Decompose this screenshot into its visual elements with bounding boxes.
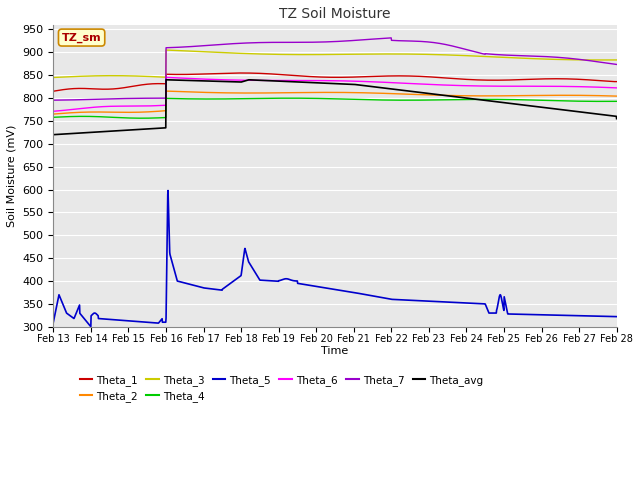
Theta_1 [612, 79, 620, 84]
Theta_1 [237, 70, 245, 76]
Theta_2 [324, 90, 332, 96]
Theta_2 [162, 88, 170, 94]
Theta_5 [324, 286, 332, 291]
X-axis label: Time: Time [321, 346, 349, 356]
Theta_3 [596, 57, 604, 63]
Theta_6 [49, 108, 57, 114]
Theta_avg [596, 111, 604, 117]
Theta_2 [596, 93, 604, 98]
Line: Theta_7: Theta_7 [53, 38, 616, 100]
Theta_1 [308, 74, 316, 80]
Theta_3 [493, 54, 501, 60]
Theta_1 [78, 85, 86, 91]
Theta_4 [138, 115, 146, 121]
Line: Theta_4: Theta_4 [53, 98, 616, 118]
Theta_1 [596, 78, 604, 84]
Theta_avg [49, 132, 57, 138]
Theta_1 [324, 74, 332, 80]
Theta_5 [597, 313, 605, 319]
Theta_avg [244, 77, 252, 83]
Theta_7 [387, 35, 395, 41]
Theta_avg [612, 116, 620, 121]
Theta_avg [308, 80, 316, 85]
Theta_avg [324, 80, 332, 86]
Theta_6 [493, 84, 501, 89]
Theta_2 [612, 93, 620, 99]
Theta_3 [612, 57, 620, 63]
Theta_4 [596, 98, 604, 104]
Theta_5 [596, 313, 604, 319]
Line: Theta_2: Theta_2 [53, 91, 616, 114]
Theta_6 [308, 78, 316, 84]
Theta_5 [493, 304, 501, 310]
Theta_4 [597, 98, 605, 104]
Theta_3 [308, 52, 316, 58]
Theta_5 [309, 283, 317, 288]
Theta_7 [612, 61, 620, 67]
Theta_2 [49, 111, 57, 117]
Theta_2 [596, 93, 604, 98]
Theta_avg [78, 130, 86, 136]
Theta_4 [309, 96, 317, 101]
Theta_avg [596, 111, 604, 117]
Theta_avg [493, 99, 501, 105]
Theta_4 [324, 96, 332, 102]
Title: TZ Soil Moisture: TZ Soil Moisture [279, 7, 391, 21]
Theta_5 [164, 188, 172, 193]
Line: Theta_3: Theta_3 [53, 50, 616, 77]
Theta_3 [49, 74, 57, 80]
Theta_7 [493, 52, 501, 58]
Theta_2 [308, 90, 316, 96]
Theta_6 [324, 78, 332, 84]
Theta_6 [78, 106, 86, 111]
Theta_5 [612, 314, 620, 320]
Theta_6 [612, 85, 620, 91]
Text: TZ_sm: TZ_sm [62, 33, 101, 43]
Theta_1 [493, 77, 501, 83]
Theta_5 [87, 324, 95, 330]
Theta_5 [49, 319, 57, 325]
Line: Theta_1: Theta_1 [53, 73, 616, 91]
Legend: Theta_1, Theta_2, Theta_3, Theta_4, Theta_5, Theta_6, Theta_7, Theta_avg: Theta_1, Theta_2, Theta_3, Theta_4, Thet… [76, 371, 488, 406]
Theta_1 [596, 78, 604, 84]
Theta_2 [493, 93, 501, 99]
Y-axis label: Soil Moisture (mV): Soil Moisture (mV) [7, 125, 17, 227]
Theta_7 [596, 59, 604, 65]
Theta_4 [78, 113, 86, 119]
Theta_7 [596, 60, 604, 65]
Theta_7 [323, 39, 331, 45]
Theta_5 [78, 313, 86, 319]
Theta_3 [324, 52, 332, 58]
Theta_3 [596, 57, 604, 63]
Theta_3 [162, 47, 170, 53]
Theta_7 [49, 97, 57, 103]
Theta_6 [162, 74, 170, 80]
Theta_3 [78, 73, 86, 79]
Theta_1 [49, 88, 57, 94]
Line: Theta_5: Theta_5 [53, 191, 616, 327]
Theta_4 [287, 96, 294, 101]
Theta_6 [596, 84, 604, 90]
Theta_6 [596, 84, 604, 90]
Theta_2 [78, 109, 86, 115]
Line: Theta_avg: Theta_avg [53, 80, 616, 135]
Theta_7 [308, 39, 316, 45]
Theta_4 [493, 96, 501, 102]
Line: Theta_6: Theta_6 [53, 77, 616, 111]
Theta_4 [49, 114, 57, 120]
Theta_7 [78, 97, 86, 103]
Theta_4 [612, 98, 620, 104]
